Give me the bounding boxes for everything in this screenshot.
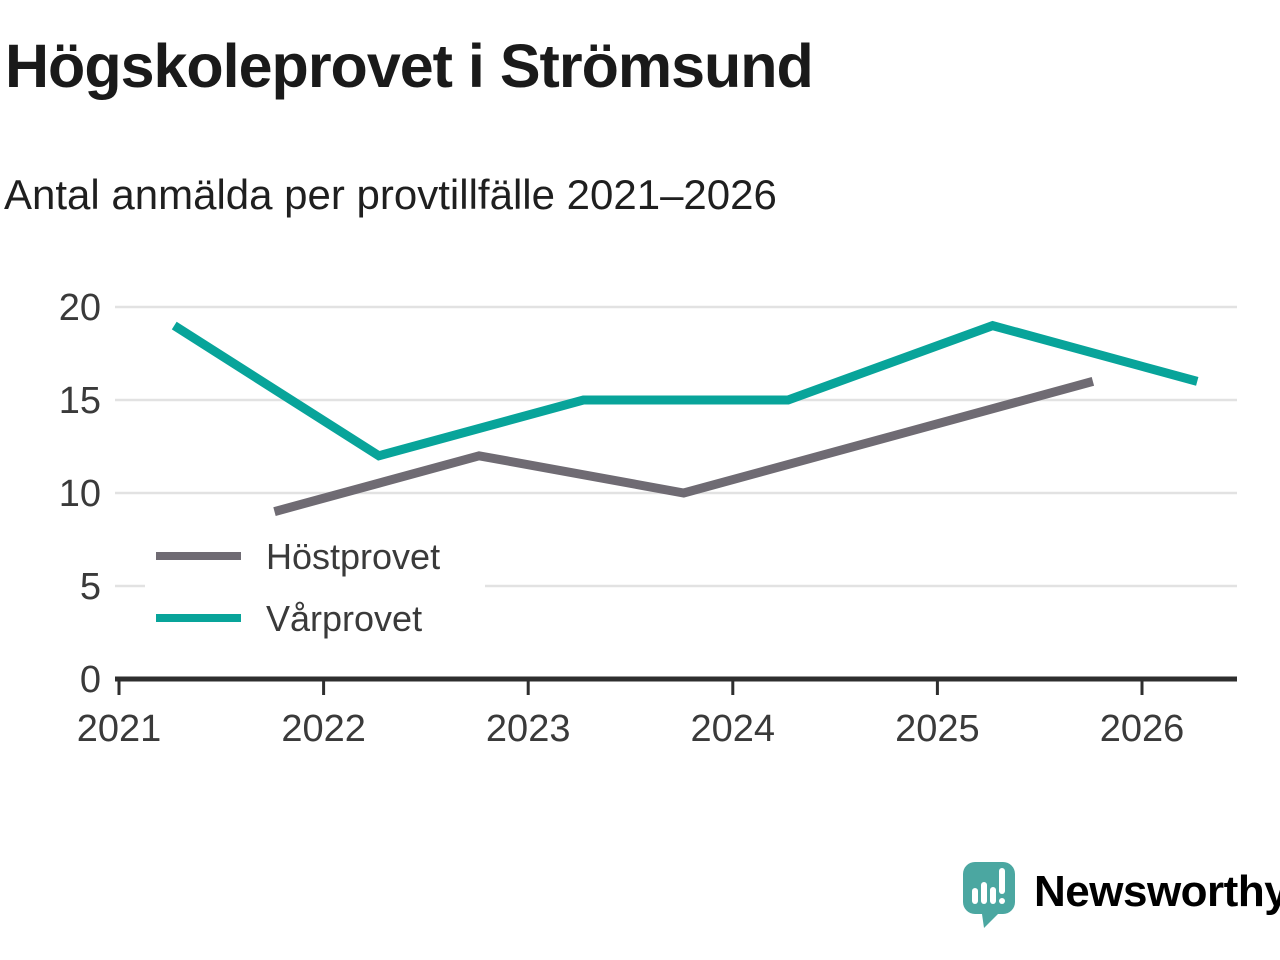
chart-title: Högskoleprovet i Strömsund — [5, 32, 814, 100]
series-lines — [171, 320, 1199, 516]
legend-background — [145, 528, 485, 650]
series-line-höstprovet — [273, 377, 1095, 516]
legend-label-hostprovet: Höstprovet — [266, 536, 440, 577]
x-tick-label: 2024 — [691, 708, 776, 750]
newsworthy-logo-bubble-icon — [963, 862, 1015, 928]
newsworthy-wordmark: Newsworthy — [1034, 867, 1280, 916]
x-tick-label: 2022 — [281, 708, 366, 750]
axes-and-ticks: 0 5 10 15 20 2021 2022 2023 2024 2025 2026 — [59, 287, 1237, 750]
y-tick-label: 20 — [59, 287, 101, 329]
y-tick-label: 0 — [80, 659, 101, 701]
chart-subtitle: Antal anmälda per provtillfälle 2021–202… — [4, 171, 777, 218]
x-tick-label: 2023 — [486, 708, 571, 750]
series-line-vårprovet — [171, 320, 1199, 461]
legend-label-varprovet: Vårprovet — [266, 598, 422, 639]
y-tick-label: 15 — [59, 380, 101, 422]
newsworthy-logo — [963, 862, 1015, 928]
y-tick-label: 10 — [59, 473, 101, 515]
legend: Höstprovet Vårprovet — [145, 528, 485, 650]
x-tick-label: 2021 — [77, 708, 162, 750]
y-tick-label: 5 — [80, 566, 101, 608]
x-tick-label: 2026 — [1100, 708, 1185, 750]
x-tick-label: 2025 — [895, 708, 980, 750]
